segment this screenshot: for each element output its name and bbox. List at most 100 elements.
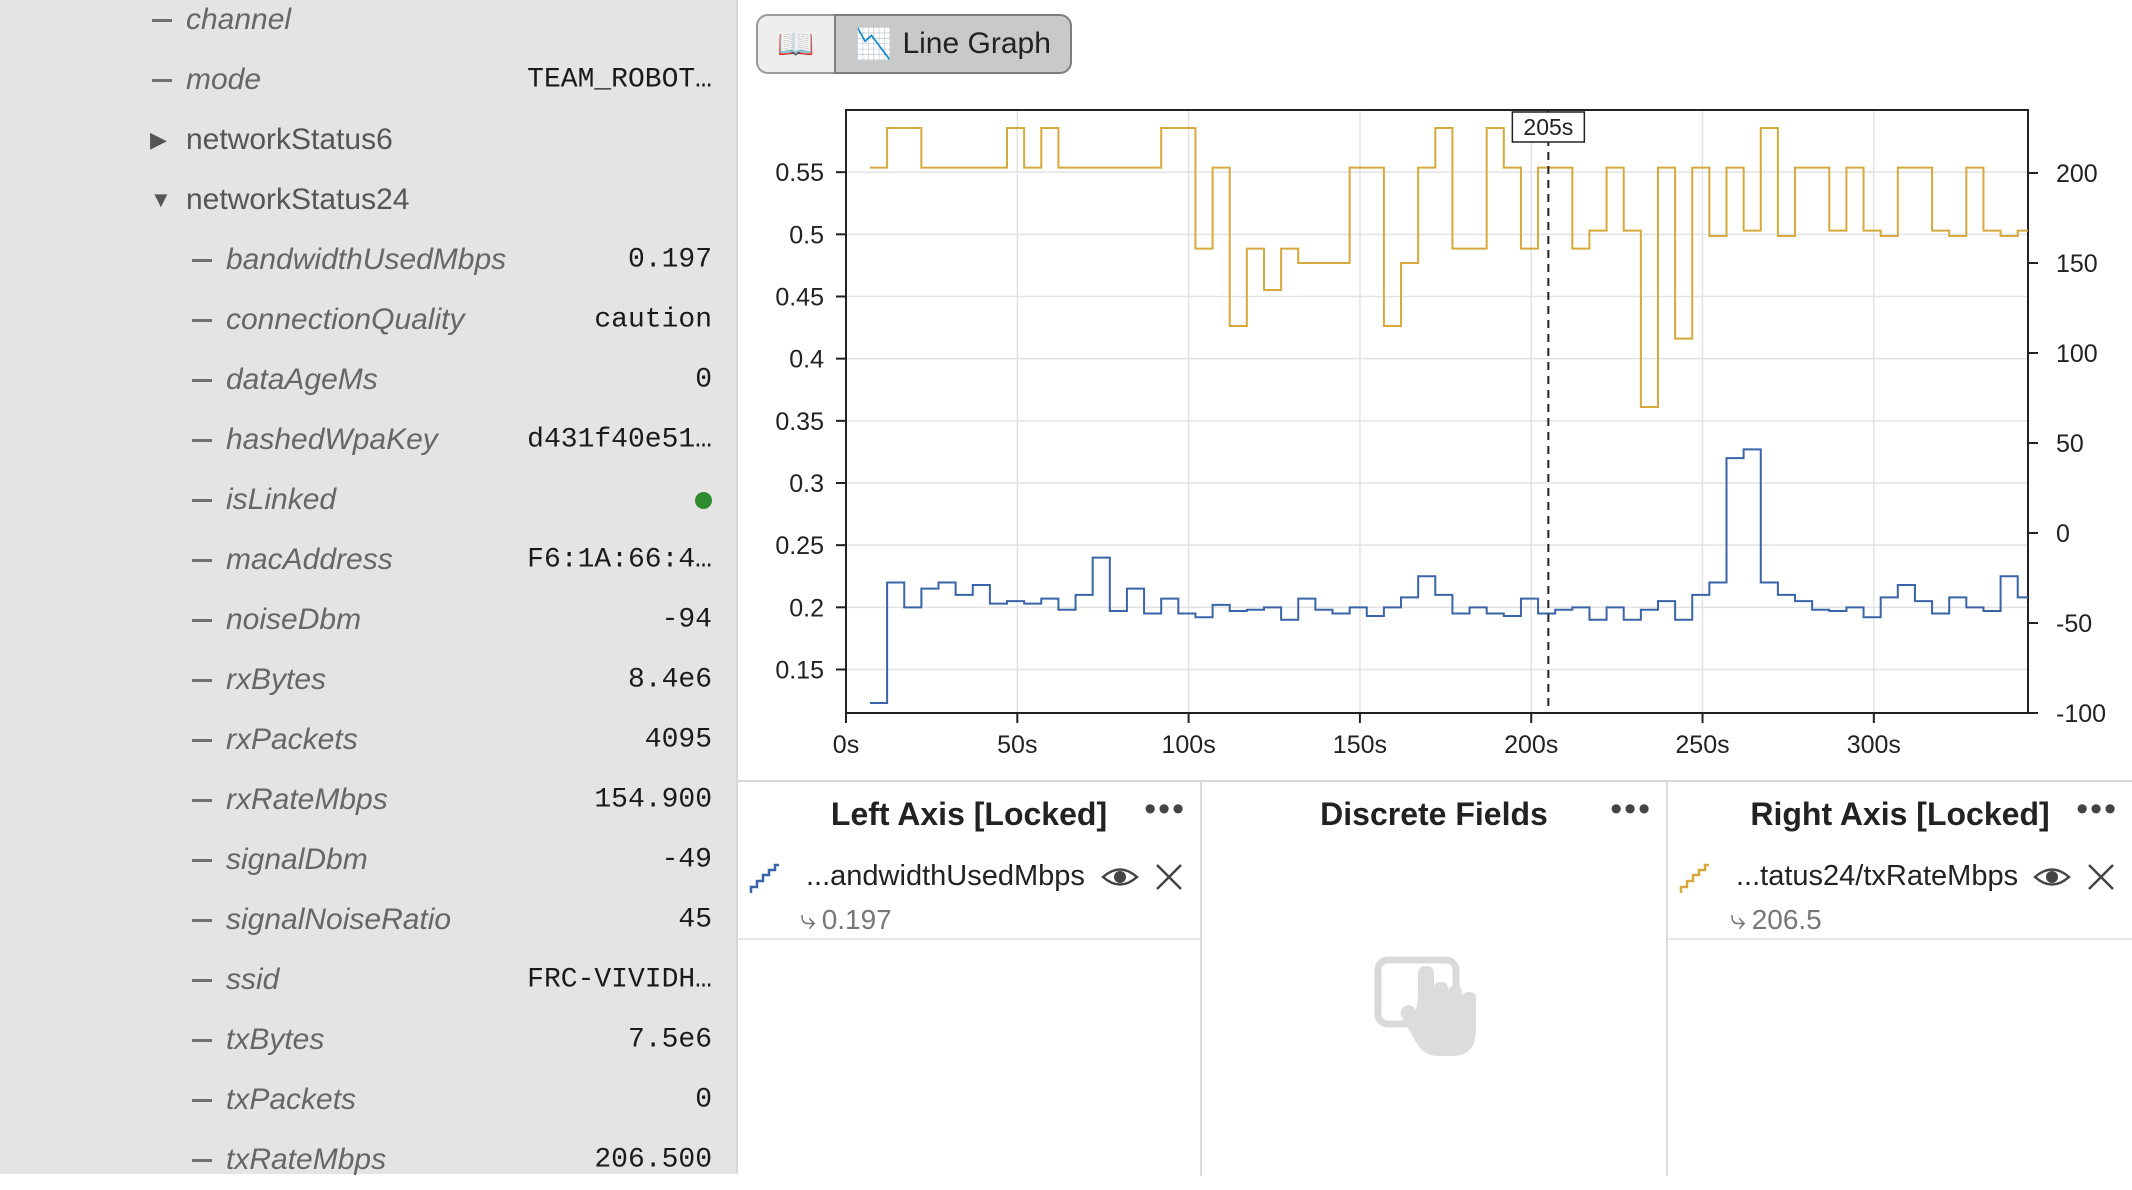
tree-row[interactable]: txBytes 7.5e6 bbox=[0, 1010, 736, 1070]
book-icon: 📖 bbox=[777, 27, 815, 61]
tree-row[interactable]: ssid FRC-VIVIDH… bbox=[0, 950, 736, 1010]
left-axis-menu-button[interactable]: ••• bbox=[1144, 790, 1186, 828]
tree-row[interactable]: channel bbox=[0, 0, 736, 50]
tree-row[interactable]: signalNoiseRatio 45 bbox=[0, 890, 736, 950]
discrete-fields-panel: Discrete Fields ••• bbox=[1202, 782, 1668, 1176]
leaf-dash-icon bbox=[192, 739, 212, 742]
leaf-dash-icon bbox=[192, 919, 212, 922]
tree-row[interactable]: dataAgeMs 0 bbox=[0, 350, 736, 410]
plot-frame bbox=[845, 109, 2029, 714]
tree-row-value: 154.900 bbox=[594, 784, 712, 816]
left-axis-field[interactable]: ...andwidthUsedMbps ⤷ 0.197 bbox=[738, 848, 1200, 940]
tree-row-value: caution bbox=[594, 304, 712, 336]
right-axis-field-value-row: ⤷ 206.5 bbox=[1730, 904, 1822, 937]
right-y-tick-label: 150 bbox=[2056, 250, 2098, 278]
eye-icon[interactable] bbox=[1100, 860, 1140, 894]
tree-row[interactable]: bandwidthUsedMbps 0.197 bbox=[0, 230, 736, 290]
series-line-bandwidthUsedMbps bbox=[869, 448, 2028, 705]
leaf-dash-icon bbox=[152, 19, 172, 22]
x-tick-label: 100s bbox=[1161, 731, 1215, 759]
tree-row[interactable]: signalDbm -49 bbox=[0, 830, 736, 890]
tree-row[interactable]: macAddress F6:1A:66:4… bbox=[0, 530, 736, 590]
x-tick-label: 200s bbox=[1504, 731, 1558, 759]
tree-row-key: macAddress bbox=[226, 543, 393, 576]
tree-row-key: noiseDbm bbox=[226, 603, 362, 636]
tree-row-key: dataAgeMs bbox=[226, 363, 378, 396]
left-axis-panel: Left Axis [Locked] ••• ...andwidthUsedMb… bbox=[738, 782, 1202, 1176]
right-axis-title: Right Axis [Locked] bbox=[1750, 796, 2050, 832]
left-y-tick-label: 0.35 bbox=[775, 408, 824, 436]
left-y-tick-label: 0.45 bbox=[775, 283, 824, 311]
return-arrow-icon: ⤷ bbox=[1730, 904, 1746, 935]
tree-row-key: hashedWpaKey bbox=[226, 423, 438, 456]
tree-row-value: TEAM_ROBOT… bbox=[527, 64, 712, 96]
tree-row-key: rxPackets bbox=[226, 723, 358, 756]
tree-row-value: 8.4e6 bbox=[627, 664, 712, 696]
left-y-tick-label: 0.55 bbox=[775, 159, 824, 187]
right-y-tick-label: 0 bbox=[2056, 520, 2070, 548]
discrete-fields-menu-button[interactable]: ••• bbox=[1610, 790, 1652, 828]
tree-row[interactable]: mode TEAM_ROBOT… bbox=[0, 50, 736, 110]
line-graph[interactable]: 0s 50s 100s 150s 200s 250s 300s 0.15 0.2 0.25 0.3 0… bbox=[738, 80, 2132, 780]
tree-row[interactable]: isLinked bbox=[0, 470, 736, 530]
left-y-tick-label: 0.4 bbox=[789, 346, 824, 374]
tree-row-key: networkStatus24 bbox=[186, 183, 410, 216]
eye-icon[interactable] bbox=[2032, 860, 2072, 894]
x-tick-label: 150s bbox=[1333, 731, 1387, 759]
collapse-arrow-icon[interactable]: ▼ bbox=[150, 187, 172, 212]
tree-row-value: F6:1A:66:4… bbox=[527, 544, 712, 576]
tree-row[interactable]: rxPackets 4095 bbox=[0, 710, 736, 770]
tree-row-value: 0.197 bbox=[627, 244, 712, 276]
tree-row-key: connectionQuality bbox=[226, 303, 465, 336]
tree-row-key: isLinked bbox=[226, 483, 337, 516]
tab-line-graph[interactable]: 📉 Line Graph bbox=[834, 14, 1072, 74]
boolean-true-indicator bbox=[695, 492, 712, 509]
leaf-dash-icon bbox=[192, 1099, 212, 1102]
line-graph-icon: 📉 bbox=[855, 27, 893, 61]
right-axis-menu-button[interactable]: ••• bbox=[2076, 790, 2118, 828]
tree-row[interactable]: noiseDbm -94 bbox=[0, 590, 736, 650]
right-axis-field[interactable]: ...tatus24/txRateMbps ⤷ 206.5 bbox=[1668, 848, 2132, 940]
tab-documentation[interactable]: 📖 bbox=[756, 14, 836, 74]
left-y-tick-label: 0.2 bbox=[789, 594, 824, 622]
tree-row[interactable]: ▼ networkStatus24 bbox=[0, 170, 736, 230]
x-tick-label: 300s bbox=[1847, 731, 1901, 759]
tree-row[interactable]: connectionQuality caution bbox=[0, 290, 736, 350]
leaf-dash-icon bbox=[192, 619, 212, 622]
left-axis-title: Left Axis [Locked] bbox=[830, 796, 1108, 832]
return-arrow-icon: ⤷ bbox=[800, 904, 816, 935]
leaf-dash-icon bbox=[152, 79, 172, 82]
series-line-txRateMbps bbox=[869, 127, 2028, 408]
leaf-dash-icon bbox=[192, 259, 212, 262]
tree-row-value: -49 bbox=[661, 844, 712, 876]
leaf-dash-icon bbox=[192, 379, 212, 382]
tree-row-value: 7.5e6 bbox=[627, 1024, 712, 1056]
close-icon[interactable] bbox=[2084, 860, 2118, 894]
expand-arrow-icon[interactable]: ▶ bbox=[150, 127, 167, 152]
leaf-dash-icon bbox=[192, 499, 212, 502]
tree-row-value: 45 bbox=[678, 904, 712, 936]
tree-row-key: ssid bbox=[226, 963, 280, 996]
tree-row[interactable]: rxBytes 8.4e6 bbox=[0, 650, 736, 710]
tree-row[interactable]: txRateMbps 206.500 bbox=[0, 1130, 736, 1190]
axis-panels: Left Axis [Locked] ••• ...andwidthUsedMb… bbox=[738, 780, 2132, 1176]
tree-row-key: channel bbox=[186, 3, 292, 36]
leaf-dash-icon bbox=[192, 559, 212, 562]
tree-row[interactable]: rxRateMbps 154.900 bbox=[0, 770, 736, 830]
right-y-tick-label: 50 bbox=[2056, 430, 2084, 458]
tree-row[interactable]: txPackets 0 bbox=[0, 1070, 736, 1130]
sidebar-divider[interactable] bbox=[736, 0, 738, 1174]
tree-row-key: txRateMbps bbox=[226, 1143, 387, 1176]
leaf-dash-icon bbox=[192, 319, 212, 322]
tree-row[interactable]: hashedWpaKey d431f40e51… bbox=[0, 410, 736, 470]
right-axis-field-value: 206.5 bbox=[1751, 904, 1822, 935]
tree-row[interactable]: ▶ networkStatus6 bbox=[0, 110, 736, 170]
close-icon[interactable] bbox=[1152, 860, 1186, 894]
left-axis-field-value-row: ⤷ 0.197 bbox=[800, 904, 892, 937]
drag-hand-icon bbox=[1374, 956, 1476, 1056]
tree-row-key: signalDbm bbox=[226, 843, 368, 876]
tree-row-key: rxRateMbps bbox=[226, 783, 388, 816]
tree-row-key: txBytes bbox=[226, 1023, 325, 1056]
leaf-dash-icon bbox=[192, 439, 212, 442]
sidebar: channel mode TEAM_ROBOT… ▶ networkStatus6 ▼ ne… bbox=[0, 0, 736, 1176]
